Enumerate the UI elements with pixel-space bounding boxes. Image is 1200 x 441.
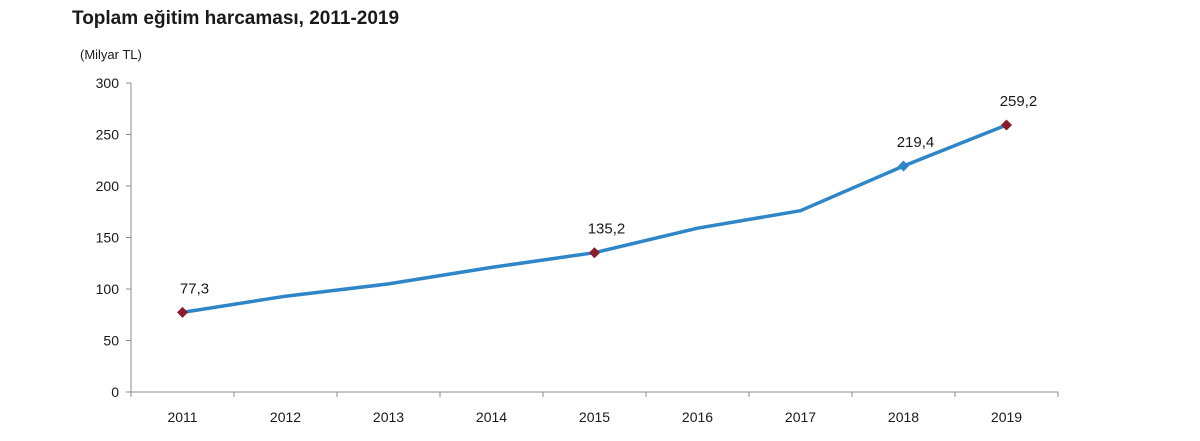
data-point-marker [177, 306, 188, 318]
data-point-marker [1001, 119, 1012, 131]
y-tick-label: 250 [96, 127, 120, 143]
x-axis-ticks: 2011 2012 2013 2014 2015 2016 2017 2018 2019 [130, 392, 1059, 425]
y-tick-label: 0 [111, 384, 119, 400]
x-tick-label: 2016 [682, 409, 713, 425]
data-label: 259,2 [1000, 93, 1038, 110]
x-tick-label: 2012 [270, 409, 301, 425]
x-tick-label: 2019 [991, 409, 1022, 425]
data-label-layer: 77,3 135,2 219,4 259,2 [180, 93, 1037, 297]
marker-layer [177, 119, 1012, 318]
y-tick-label: 300 [96, 75, 120, 91]
x-tick-label: 2018 [888, 409, 919, 425]
x-tick-label: 2015 [579, 409, 610, 425]
y-tick-label: 100 [96, 281, 120, 297]
data-label: 135,2 [588, 221, 626, 238]
x-tick-label: 2017 [785, 409, 816, 425]
series-line [180, 123, 1009, 315]
data-point-marker [898, 160, 909, 172]
chart-title: Toplam eğitim harcaması, 2011-2019 [72, 8, 400, 29]
y-tick-label: 50 [103, 333, 119, 349]
data-label: 219,4 [897, 134, 935, 151]
y-tick-label: 200 [96, 178, 120, 194]
y-axis-unit-label: (Milyar TL) [80, 47, 142, 62]
data-point-marker [589, 247, 600, 259]
data-label: 77,3 [180, 280, 209, 297]
y-tick-label: 150 [96, 230, 120, 246]
x-tick-label: 2011 [167, 409, 197, 425]
x-tick-label: 2014 [476, 409, 507, 425]
x-tick-label: 2013 [373, 409, 404, 425]
y-axis-ticks: 0 50 100 150 200 250 300 [96, 75, 131, 400]
series-layer [180, 123, 1009, 315]
